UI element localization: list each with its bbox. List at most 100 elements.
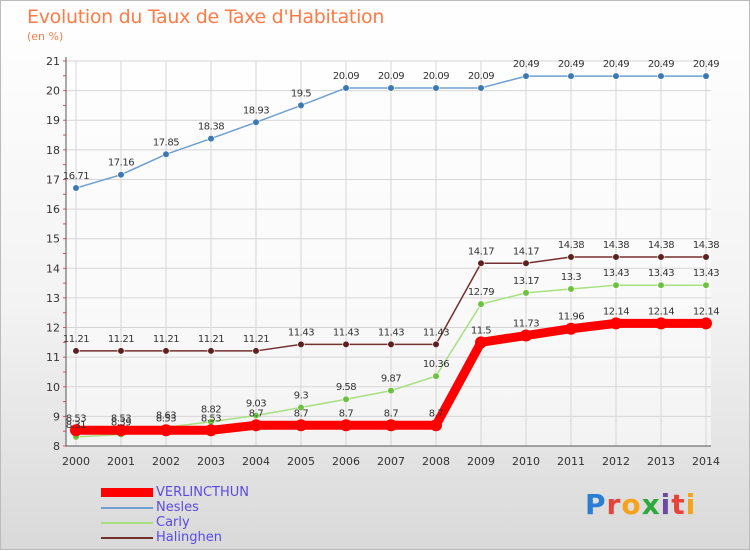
legend-label: Carly [156, 515, 190, 530]
y-tick-label: 8 [53, 440, 60, 453]
data-label-halinghen: 11.21 [63, 334, 89, 345]
data-label-carly: 12.79 [468, 287, 494, 298]
data-label-verlincthun: 12.14 [603, 306, 629, 317]
chart-legend: VERLINCTHUN Nesles Carly Halinghen [101, 485, 249, 545]
data-label-carly: 13.43 [603, 268, 629, 279]
legend-item-verlincthun: VERLINCTHUN [101, 485, 249, 500]
data-point-nesles [297, 101, 305, 110]
y-tick-label: 17 [46, 173, 60, 186]
data-label-verlincthun: 11.5 [471, 325, 491, 336]
data-label-verlincthun: 11.73 [513, 319, 539, 330]
chart-title: Evolution du Taux de Taxe d'Habitation [27, 6, 385, 28]
data-label-carly: 13.17 [513, 276, 539, 287]
x-tick-label: 2014 [692, 455, 720, 468]
data-point-halinghen [657, 253, 665, 261]
data-label-nesles: 18.93 [243, 105, 269, 116]
data-point-carly [522, 289, 530, 297]
data-point-nesles [432, 84, 440, 92]
x-tick-label: 2010 [512, 455, 540, 468]
legend-swatch [101, 521, 153, 524]
x-tick-label: 2007 [377, 455, 405, 468]
proxiti-logo: Proxiti [585, 488, 697, 521]
data-label-nesles: 20.49 [558, 59, 584, 70]
data-label-verlincthun: 8.53 [201, 413, 221, 424]
data-point-carly [297, 403, 305, 412]
data-label-halinghen: 11.21 [153, 334, 179, 345]
data-point-nesles [612, 72, 620, 80]
plot-area [66, 61, 711, 446]
data-point-carly [432, 372, 440, 380]
data-label-verlincthun: 8.7 [294, 408, 309, 419]
data-label-nesles: 20.09 [423, 71, 449, 82]
data-point-nesles [72, 184, 80, 192]
data-point-nesles [207, 134, 215, 143]
data-label-halinghen: 11.43 [423, 327, 449, 338]
data-point-verlincthun [250, 419, 262, 432]
data-point-verlincthun [385, 419, 397, 432]
y-tick-label: 14 [46, 262, 60, 275]
x-tick-label: 2012 [602, 455, 630, 468]
data-point-carly [612, 281, 620, 289]
data-label-halinghen: 14.17 [513, 246, 539, 257]
data-point-nesles [657, 72, 665, 80]
y-tick-label: 16 [46, 203, 60, 216]
data-point-nesles [162, 150, 170, 158]
data-point-halinghen [612, 253, 620, 261]
data-label-carly: 13.43 [693, 268, 719, 279]
data-point-halinghen [477, 259, 485, 267]
data-point-verlincthun [700, 317, 712, 330]
data-label-carly: 8.39 [111, 417, 131, 428]
data-point-carly [387, 387, 395, 395]
data-label-halinghen: 11.43 [333, 327, 359, 338]
legend-swatch [101, 536, 153, 539]
data-label-nesles: 17.16 [108, 158, 134, 169]
data-point-verlincthun [340, 419, 352, 432]
data-point-carly [252, 411, 260, 420]
data-point-carly [342, 395, 350, 403]
x-tick-label: 2003 [197, 455, 225, 468]
data-point-verlincthun [610, 317, 622, 330]
data-label-halinghen: 14.38 [648, 240, 674, 251]
legend-label: VERLINCTHUN [156, 485, 249, 500]
y-tick-label: 11 [46, 351, 60, 364]
data-point-verlincthun [115, 424, 127, 437]
data-point-verlincthun [520, 329, 532, 342]
data-point-halinghen [72, 347, 80, 355]
data-label-carly: 9.3 [294, 391, 309, 402]
data-label-nesles: 20.09 [468, 71, 494, 82]
legend-swatch [101, 506, 153, 509]
data-label-verlincthun: 8.7 [384, 408, 399, 419]
x-tick-label: 2013 [647, 455, 675, 468]
data-point-nesles [387, 84, 395, 92]
data-label-nesles: 20.49 [693, 59, 719, 70]
data-label-verlincthun: 8.7 [249, 408, 264, 419]
data-label-nesles: 20.49 [603, 59, 629, 70]
data-point-nesles [252, 118, 260, 126]
data-label-halinghen: 14.38 [693, 240, 719, 251]
x-tick-label: 2002 [152, 455, 180, 468]
data-point-verlincthun [565, 322, 577, 335]
data-label-halinghen: 11.43 [378, 327, 404, 338]
data-label-carly: 8.63 [156, 410, 176, 421]
data-label-halinghen: 14.17 [468, 246, 494, 257]
data-point-verlincthun [655, 317, 667, 330]
x-tick-label: 2006 [332, 455, 360, 468]
x-tick-label: 2008 [422, 455, 450, 468]
legend-item-halinghen: Halinghen [101, 530, 249, 545]
data-point-verlincthun [70, 424, 82, 437]
data-point-halinghen [252, 347, 260, 355]
legend-swatch [101, 488, 153, 497]
data-label-verlincthun: 8.7 [429, 408, 444, 419]
data-label-carly: 9.03 [246, 398, 266, 409]
data-point-carly [567, 285, 575, 293]
x-tick-label: 2000 [62, 455, 90, 468]
legend-item-carly: Carly [101, 515, 249, 530]
data-label-halinghen: 11.21 [198, 334, 224, 345]
data-point-halinghen [387, 340, 395, 349]
data-point-nesles [522, 72, 530, 80]
data-label-carly: 9.87 [381, 374, 401, 385]
chart-unit-label: (en %) [27, 30, 64, 43]
data-label-nesles: 20.49 [648, 59, 674, 70]
y-tick-label: 21 [46, 55, 60, 68]
